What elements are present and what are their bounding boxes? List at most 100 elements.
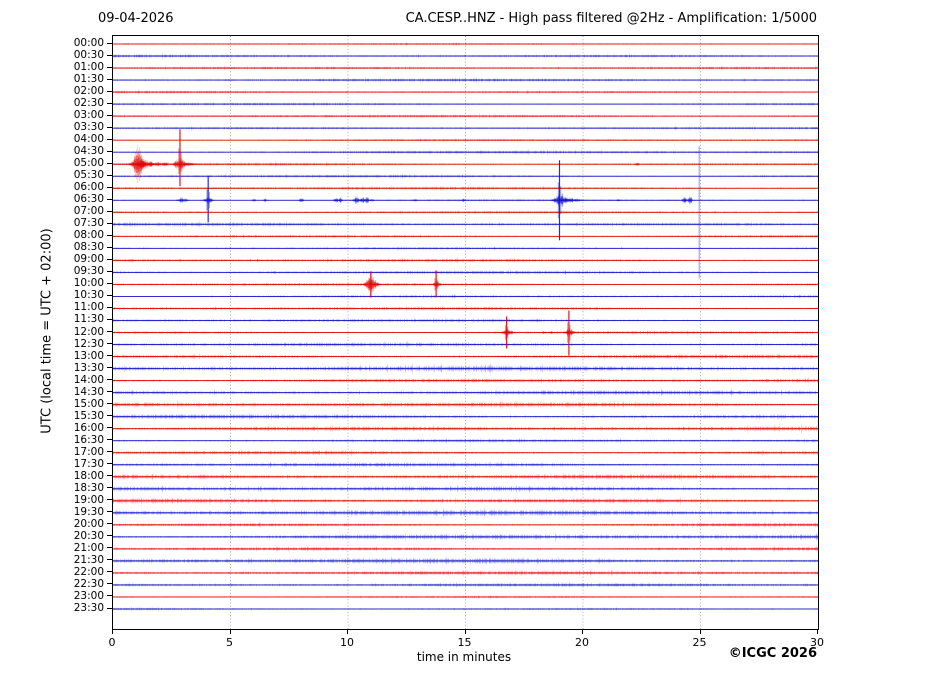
y-tick-label: 22:30 (73, 577, 104, 590)
y-tick-mark (107, 427, 112, 429)
y-tick-label: 06:30 (73, 193, 104, 206)
y-tick-label: 19:30 (73, 505, 104, 518)
y-tick-mark (107, 391, 112, 393)
y-tick-label: 17:30 (73, 457, 104, 470)
y-tick-label: 18:30 (73, 481, 104, 494)
y-tick-label: 20:30 (73, 529, 104, 542)
y-tick-label: 05:00 (73, 157, 104, 170)
y-tick-mark (107, 571, 112, 573)
y-tick-label: 06:00 (73, 181, 104, 194)
plot-area (112, 35, 819, 630)
y-tick-label: 12:00 (73, 325, 104, 338)
y-tick-label: 21:30 (73, 553, 104, 566)
y-tick-mark (107, 282, 112, 284)
y-tick-label: 01:00 (73, 61, 104, 74)
y-tick-mark (107, 42, 112, 44)
y-tick-label: 10:30 (73, 289, 104, 302)
y-tick-label: 17:00 (73, 445, 104, 458)
y-tick-label: 04:30 (73, 145, 104, 158)
y-tick-label: 15:30 (73, 409, 104, 422)
y-tick-label: 10:00 (73, 277, 104, 290)
y-tick-mark (107, 198, 112, 200)
y-tick-label: 23:30 (73, 602, 104, 614)
y-tick-label: 12:30 (73, 337, 104, 350)
y-tick-label: 14:00 (73, 373, 104, 386)
y-tick-label: 02:00 (73, 85, 104, 98)
y-tick-mark (107, 559, 112, 561)
y-tick-mark (107, 258, 112, 260)
y-tick-label: 11:00 (73, 301, 104, 314)
y-tick-mark (107, 583, 112, 585)
y-tick-mark (107, 114, 112, 116)
title-station: CA.CESP..HNZ - High pass filtered @2Hz -… (405, 11, 817, 26)
x-tick-label: 25 (692, 636, 707, 649)
y-tick-label: 00:30 (73, 49, 104, 62)
y-tick-label: 16:00 (73, 421, 104, 434)
y-tick-label: 05:30 (73, 169, 104, 182)
y-tick-label: 07:00 (73, 205, 104, 218)
y-tick-label: 11:30 (73, 313, 104, 326)
y-tick-mark (107, 246, 112, 248)
x-tick-mark (347, 629, 348, 634)
y-tick-mark (107, 535, 112, 537)
y-tick-mark (107, 607, 112, 609)
y-tick-mark (107, 367, 112, 369)
y-tick-mark (107, 126, 112, 128)
y-tick-mark (107, 547, 112, 549)
y-tick-mark (107, 355, 112, 357)
y-tick-label: 18:00 (73, 469, 104, 482)
y-tick-mark (107, 379, 112, 381)
y-tick-mark (107, 463, 112, 465)
y-tick-label: 08:30 (73, 241, 104, 254)
x-tick-label: 0 (108, 636, 116, 649)
y-tick-mark (107, 595, 112, 597)
x-tick-mark (817, 629, 818, 634)
y-tick-mark (107, 234, 112, 236)
y-tick-mark (107, 403, 112, 405)
title-date: 09-04-2026 (98, 11, 174, 26)
y-tick-mark (107, 415, 112, 417)
y-tick-mark (107, 210, 112, 212)
y-tick-mark (107, 511, 112, 513)
y-tick-mark (107, 138, 112, 140)
x-tick-label: 30 (810, 636, 824, 649)
y-tick-mark (107, 306, 112, 308)
y-tick-label: 03:30 (73, 121, 104, 134)
y-tick-label: 16:30 (73, 433, 104, 446)
y-tick-mark (107, 523, 112, 525)
seismogram-canvas (113, 36, 818, 629)
y-tick-mark (107, 54, 112, 56)
y-tick-mark (107, 294, 112, 296)
y-tick-label: 02:30 (73, 97, 104, 110)
y-tick-label: 09:00 (73, 253, 104, 266)
y-tick-mark (107, 331, 112, 332)
y-tick-label: 01:30 (73, 73, 104, 86)
y-tick-mark (107, 150, 112, 152)
y-tick-label: 14:30 (73, 385, 104, 398)
y-tick-label: 13:00 (73, 349, 104, 362)
y-tick-label: 13:30 (73, 361, 104, 374)
y-tick-mark (107, 318, 112, 320)
y-tick-mark (107, 343, 112, 345)
y-tick-label: 22:00 (73, 565, 104, 578)
y-tick-mark (107, 270, 112, 272)
y-tick-mark (107, 475, 112, 477)
y-tick-label: 19:00 (73, 493, 104, 506)
y-tick-label: 04:00 (73, 133, 104, 146)
copyright-text: ©ICGC 2026 (728, 646, 817, 661)
y-tick-mark (107, 222, 112, 224)
y-tick-label: 00:00 (73, 37, 104, 49)
y-tick-mark (107, 451, 112, 453)
x-tick-mark (582, 629, 583, 634)
x-tick-mark (112, 629, 113, 634)
y-tick-mark (107, 186, 112, 188)
x-tick-label: 15 (457, 636, 472, 649)
x-tick-label: 5 (226, 636, 233, 649)
y-tick-label: 03:00 (73, 109, 104, 122)
y-tick-mark (107, 102, 112, 104)
x-tick-mark (699, 629, 701, 634)
x-axis-label: time in minutes (416, 650, 512, 664)
y-tick-mark (107, 174, 112, 176)
y-tick-mark (107, 499, 112, 501)
